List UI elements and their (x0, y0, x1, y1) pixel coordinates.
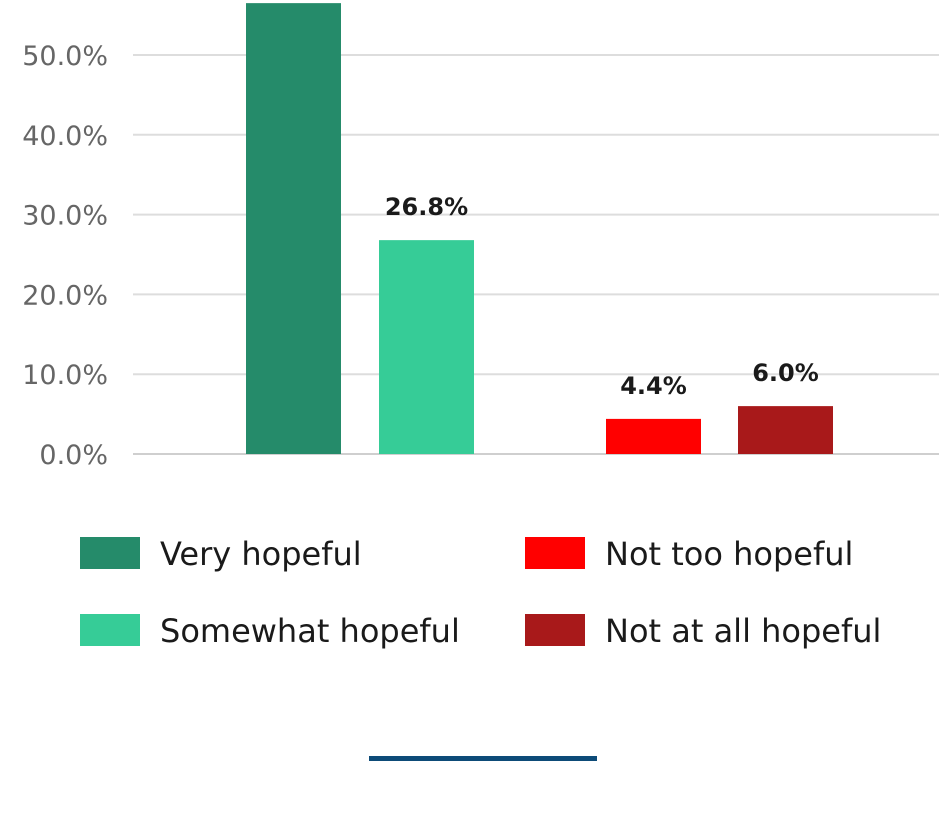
legend-label: Not at all hopeful (605, 612, 881, 650)
legend-swatch (80, 614, 140, 646)
bar-not-at-all-hopeful (738, 406, 833, 454)
legend: Very hopeful Not too hopeful Somewhat hope… (80, 535, 881, 650)
bar-very-hopeful (246, 3, 341, 454)
data-label: 6.0% (752, 359, 819, 387)
legend-swatch (525, 537, 585, 569)
legend-label: Not too hopeful (605, 535, 853, 573)
y-tick-label: 20.0% (22, 280, 108, 311)
accent-divider (369, 756, 597, 761)
legend-swatch (80, 537, 140, 569)
y-axis-ticks: 0.0% 10.0% 20.0% 30.0% 40.0% 50.0% (22, 41, 108, 471)
y-tick-label: 50.0% (22, 41, 108, 72)
data-label: 4.4% (620, 372, 687, 400)
bar-not-too-hopeful (606, 418, 701, 454)
data-label: 26.8% (385, 193, 468, 221)
y-tick-label: 30.0% (22, 201, 108, 232)
y-tick-label: 0.0% (39, 440, 108, 471)
data-labels: 26.8% 4.4% 6.0% (385, 193, 819, 400)
bars (246, 3, 833, 454)
y-tick-label: 10.0% (22, 360, 108, 391)
bar-somewhat-hopeful (379, 240, 474, 454)
legend-label: Very hopeful (160, 535, 362, 573)
y-tick-label: 40.0% (22, 121, 108, 152)
legend-label: Somewhat hopeful (160, 612, 460, 650)
legend-swatch (525, 614, 585, 646)
